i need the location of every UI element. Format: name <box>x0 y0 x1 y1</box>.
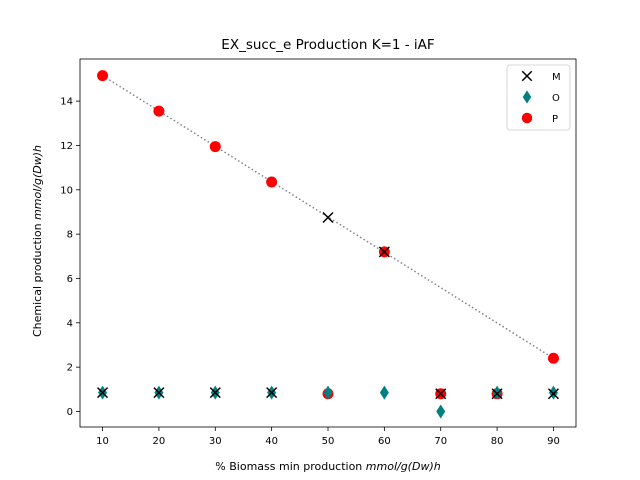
data-point-m <box>266 387 278 399</box>
data-point-m <box>209 387 221 399</box>
x-tick-label: 70 <box>434 436 447 447</box>
legend-label: O <box>552 93 560 104</box>
reference-line <box>102 74 554 359</box>
data-point-m <box>97 387 109 399</box>
y-tick-label: 8 <box>67 230 73 241</box>
y-tick-label: 12 <box>60 141 73 152</box>
x-tick-label: 80 <box>491 436 504 447</box>
x-tick-label: 30 <box>209 436 222 447</box>
x-tick-label: 90 <box>547 436 560 447</box>
x-tick-label: 60 <box>378 436 391 447</box>
data-point-o <box>379 385 389 400</box>
data-point-m <box>435 388 447 400</box>
plot-area: 10 20 30 40 50 60 70 80 90 0 2 4 6 8 10 12 14 MOP <box>60 58 577 447</box>
data-point-m <box>153 387 165 399</box>
data-point-m <box>491 388 503 400</box>
legend-label: M <box>552 72 561 83</box>
x-axis-label: % Biomass min production mmol/g(Dw)h <box>215 460 440 473</box>
y-tick-label: 4 <box>67 318 73 329</box>
data-point-m <box>547 388 559 400</box>
legend-marker-m <box>521 70 533 82</box>
data-point-p <box>153 105 165 117</box>
legend-label: P <box>552 114 558 125</box>
x-tick-label: 40 <box>265 436 278 447</box>
data-point-p <box>97 70 109 82</box>
x-tick-label: 50 <box>322 436 335 447</box>
data-point-m <box>322 211 334 224</box>
x-tick-label: 20 <box>153 436 166 447</box>
y-tick-label: 10 <box>60 185 73 196</box>
y-tick-label: 6 <box>67 274 73 285</box>
data-point-p <box>266 176 278 188</box>
y-axis-label: Chemical production mmol/g(Dw)h <box>31 145 44 337</box>
legend-marker-p <box>521 112 533 124</box>
x-tick-label: 10 <box>96 436 109 447</box>
data-point-o <box>323 385 333 400</box>
data-point-o <box>436 404 446 419</box>
y-tick-label: 14 <box>60 97 73 108</box>
legend-box <box>506 64 571 131</box>
data-point-m <box>378 246 390 258</box>
legend-marker-o <box>522 90 532 104</box>
data-point-p <box>209 141 221 153</box>
y-tick-label: 0 <box>67 407 73 418</box>
y-tick-label: 2 <box>67 363 73 374</box>
data-point-p <box>547 352 559 364</box>
chart-title: EX_succ_e Production K=1 - iAF <box>221 37 434 53</box>
